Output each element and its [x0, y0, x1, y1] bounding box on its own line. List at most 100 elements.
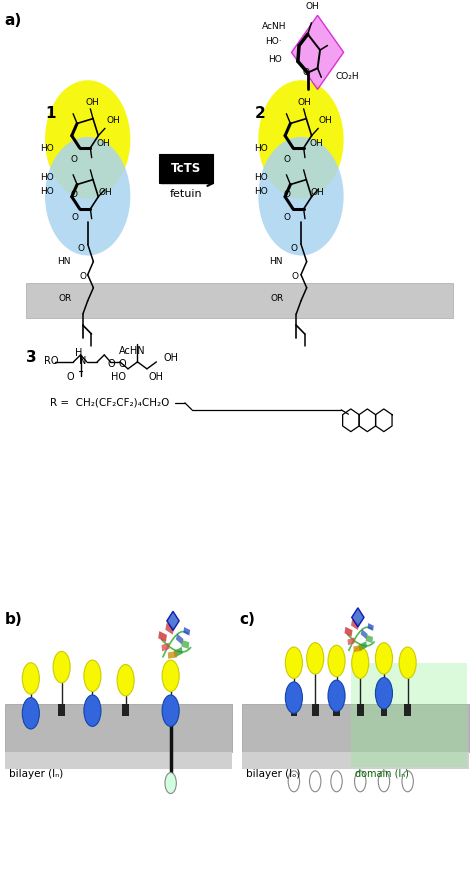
- Polygon shape: [353, 645, 362, 652]
- Circle shape: [288, 771, 300, 792]
- Polygon shape: [167, 611, 179, 630]
- Text: O: O: [292, 272, 299, 281]
- Circle shape: [165, 773, 176, 794]
- Text: domain (lₙ): domain (lₙ): [355, 768, 409, 779]
- Circle shape: [285, 647, 302, 678]
- Text: O: O: [77, 244, 84, 253]
- Text: O: O: [284, 214, 291, 222]
- Text: HO·: HO·: [264, 37, 282, 46]
- Bar: [89, 704, 96, 716]
- Bar: [381, 704, 387, 716]
- Text: OH: OH: [149, 371, 164, 382]
- Text: HO: HO: [111, 371, 126, 382]
- Circle shape: [402, 771, 413, 792]
- Text: OH: OH: [96, 139, 110, 147]
- Text: HO: HO: [268, 55, 282, 64]
- Text: 2: 2: [255, 106, 266, 121]
- Circle shape: [352, 647, 369, 678]
- Circle shape: [375, 643, 392, 674]
- Text: O: O: [302, 68, 309, 77]
- Circle shape: [307, 643, 324, 674]
- Text: TcTS: TcTS: [171, 162, 201, 174]
- Text: HO: HO: [254, 144, 268, 153]
- Polygon shape: [347, 637, 355, 645]
- Text: CO₂H: CO₂H: [335, 72, 359, 81]
- Text: O: O: [291, 244, 297, 253]
- Text: HO: HO: [254, 173, 268, 181]
- Text: OR: OR: [271, 294, 284, 303]
- Circle shape: [84, 660, 101, 691]
- Ellipse shape: [258, 80, 344, 199]
- Circle shape: [117, 664, 134, 696]
- Text: HN: HN: [57, 257, 71, 266]
- Text: c): c): [239, 612, 255, 627]
- Circle shape: [331, 771, 342, 792]
- Text: AcHN: AcHN: [118, 346, 145, 357]
- Polygon shape: [158, 631, 167, 642]
- Text: 3: 3: [26, 350, 36, 365]
- Polygon shape: [182, 640, 189, 649]
- Circle shape: [328, 645, 345, 677]
- Bar: [312, 704, 319, 716]
- Text: OH: OH: [310, 139, 324, 147]
- Polygon shape: [183, 627, 190, 636]
- Polygon shape: [359, 641, 367, 651]
- Text: O: O: [118, 359, 126, 370]
- Bar: [122, 704, 129, 716]
- Bar: [159, 154, 213, 183]
- Text: HO: HO: [40, 187, 55, 196]
- Polygon shape: [351, 619, 359, 630]
- Polygon shape: [345, 627, 353, 637]
- Text: OH: OH: [298, 99, 312, 107]
- Text: O: O: [71, 155, 78, 164]
- Circle shape: [399, 647, 416, 678]
- Circle shape: [310, 771, 321, 792]
- Circle shape: [84, 695, 101, 726]
- Circle shape: [355, 771, 366, 792]
- Polygon shape: [292, 16, 344, 90]
- Bar: [242, 704, 469, 752]
- Text: H: H: [75, 348, 83, 358]
- Text: N: N: [79, 356, 87, 366]
- Bar: [357, 704, 364, 716]
- Bar: [58, 704, 65, 716]
- Text: OH: OH: [98, 188, 112, 197]
- Text: HO: HO: [40, 173, 55, 181]
- Text: O: O: [283, 190, 290, 199]
- Bar: [242, 752, 469, 769]
- Bar: [404, 704, 411, 716]
- Circle shape: [53, 651, 70, 683]
- Polygon shape: [361, 629, 368, 639]
- Text: HO: HO: [40, 144, 55, 153]
- Polygon shape: [173, 647, 183, 657]
- Circle shape: [378, 771, 390, 792]
- Polygon shape: [176, 634, 183, 644]
- Circle shape: [22, 698, 39, 729]
- Text: O: O: [66, 371, 74, 382]
- Text: OH: OH: [319, 116, 333, 125]
- Polygon shape: [366, 635, 373, 644]
- Polygon shape: [352, 608, 364, 627]
- Text: OH: OH: [310, 188, 325, 197]
- Bar: [26, 283, 453, 318]
- Text: a): a): [5, 13, 22, 28]
- Ellipse shape: [45, 137, 130, 255]
- Bar: [333, 704, 340, 716]
- Circle shape: [162, 695, 179, 726]
- Circle shape: [285, 682, 302, 713]
- Polygon shape: [165, 623, 174, 635]
- Text: HO: HO: [254, 187, 268, 196]
- Text: OH: OH: [85, 99, 100, 107]
- Text: OH: OH: [306, 3, 320, 11]
- Text: O: O: [72, 214, 78, 222]
- Circle shape: [162, 660, 179, 691]
- Text: OH: OH: [163, 352, 178, 363]
- Bar: [351, 663, 467, 767]
- Text: AcNH: AcNH: [262, 22, 286, 31]
- Bar: [27, 704, 34, 716]
- Text: OR: OR: [58, 294, 72, 303]
- Circle shape: [375, 678, 392, 709]
- Text: R =  CH₂(CF₂CF₂)₄CH₂O: R = CH₂(CF₂CF₂)₄CH₂O: [50, 398, 169, 408]
- Bar: [5, 704, 232, 752]
- Text: bilayer (lₒ): bilayer (lₒ): [246, 769, 300, 780]
